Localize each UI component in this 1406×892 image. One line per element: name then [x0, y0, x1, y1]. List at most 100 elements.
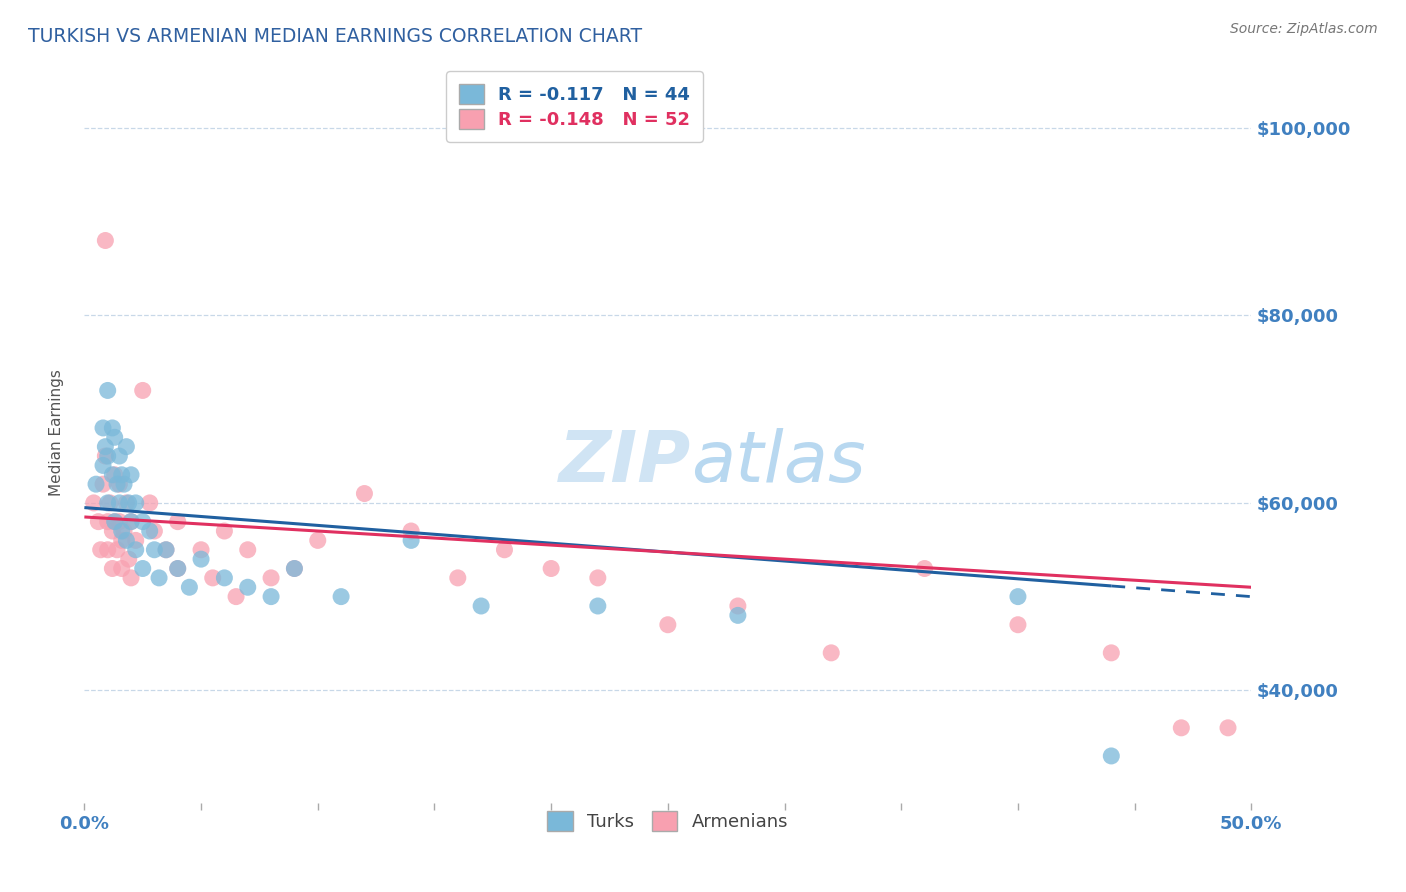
Point [1099, 646, 1122, 660]
Point [108, 477, 131, 491]
Point [94, 440, 117, 454]
Point [111, 467, 134, 482]
Point [101, 467, 124, 482]
Point [399, 524, 422, 538]
Point [214, 571, 236, 585]
Point [120, 515, 142, 529]
Point [101, 561, 124, 575]
Point [108, 515, 131, 529]
Point [120, 571, 142, 585]
Point [108, 449, 131, 463]
Point [132, 515, 155, 529]
Point [101, 524, 124, 538]
Point [143, 542, 166, 557]
Point [104, 515, 127, 529]
Point [112, 524, 135, 538]
Point [104, 515, 127, 529]
Point [1007, 617, 1029, 632]
Point [1099, 748, 1122, 763]
Point [138, 524, 160, 538]
Point [97, 449, 120, 463]
Point [87, 515, 110, 529]
Point [111, 533, 134, 548]
Point [820, 646, 842, 660]
Point [657, 617, 679, 632]
Point [125, 533, 148, 548]
Point [166, 561, 188, 575]
Point [190, 542, 212, 557]
Text: ZIP: ZIP [560, 428, 692, 497]
Point [105, 542, 128, 557]
Point [179, 580, 201, 594]
Point [97, 496, 120, 510]
Point [1007, 590, 1029, 604]
Point [1170, 721, 1192, 735]
Point [90, 542, 112, 557]
Point [104, 430, 127, 444]
Point [94, 234, 117, 248]
Point [236, 580, 259, 594]
Point [97, 515, 120, 529]
Point [120, 467, 142, 482]
Point [470, 599, 492, 613]
Point [283, 561, 305, 575]
Point [914, 561, 936, 575]
Point [115, 496, 138, 510]
Point [586, 599, 609, 613]
Point [98, 496, 121, 510]
Point [108, 496, 131, 510]
Point [540, 561, 562, 575]
Point [225, 590, 247, 604]
Point [586, 571, 609, 585]
Y-axis label: Median Earnings: Median Earnings [49, 369, 63, 496]
Point [91, 477, 114, 491]
Point [166, 515, 188, 529]
Point [125, 542, 148, 557]
Point [91, 458, 114, 473]
Point [190, 552, 212, 566]
Point [118, 552, 141, 566]
Point [104, 467, 127, 482]
Point [115, 533, 138, 548]
Point [447, 571, 470, 585]
Point [260, 571, 283, 585]
Point [94, 449, 117, 463]
Point [143, 524, 166, 538]
Point [115, 440, 138, 454]
Point [111, 524, 134, 538]
Point [97, 542, 120, 557]
Point [399, 533, 422, 548]
Text: atlas: atlas [692, 428, 866, 497]
Point [101, 421, 124, 435]
Point [120, 515, 142, 529]
Point [727, 599, 749, 613]
Point [112, 477, 135, 491]
Point [118, 496, 141, 510]
Point [155, 542, 177, 557]
Point [494, 542, 516, 557]
Point [91, 421, 114, 435]
Point [138, 496, 160, 510]
Point [166, 561, 188, 575]
Point [1216, 721, 1239, 735]
Point [155, 542, 177, 557]
Point [148, 571, 170, 585]
Point [307, 533, 329, 548]
Point [83, 496, 105, 510]
Point [132, 384, 155, 398]
Point [132, 561, 155, 575]
Point [353, 486, 375, 500]
Text: TURKISH VS ARMENIAN MEDIAN EARNINGS CORRELATION CHART: TURKISH VS ARMENIAN MEDIAN EARNINGS CORR… [28, 27, 643, 45]
Point [236, 542, 259, 557]
Point [125, 496, 148, 510]
Point [214, 524, 236, 538]
Point [260, 590, 283, 604]
Text: Source: ZipAtlas.com: Source: ZipAtlas.com [1230, 22, 1378, 37]
Point [84, 477, 107, 491]
Point [97, 384, 120, 398]
Point [111, 561, 134, 575]
Point [105, 477, 128, 491]
Point [330, 590, 353, 604]
Point [201, 571, 224, 585]
Point [727, 608, 749, 623]
